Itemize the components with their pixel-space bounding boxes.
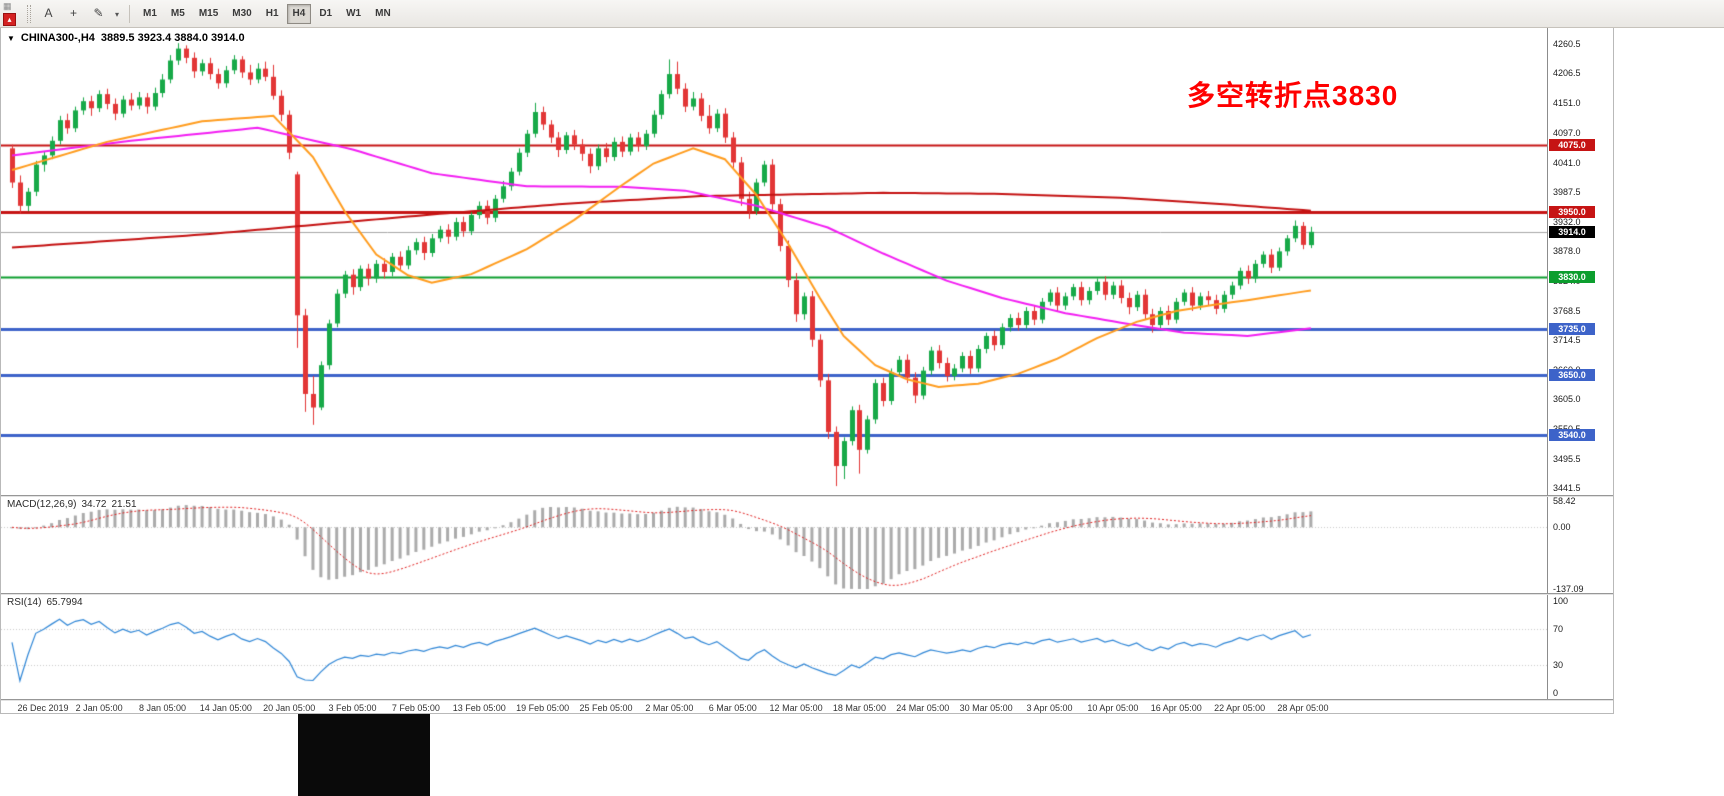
time-axis-label: 16 Apr 05:00 [1150, 703, 1202, 713]
draw-dropdown-caret[interactable]: ▾ [114, 9, 119, 19]
pane-divider-timeaxis [1, 699, 1613, 701]
hline-price-tag: 3830.0 [1549, 271, 1595, 284]
hline-price-tag: 4075.0 [1549, 138, 1595, 151]
bottom-black-panel [298, 714, 430, 796]
toolbar-drag-handle[interactable] [27, 4, 31, 23]
hline-price-tag: 3950.0 [1549, 206, 1595, 219]
window-grid-icon[interactable]: ▦ [3, 1, 12, 11]
current-price-tag: 3914.0 [1549, 225, 1595, 238]
macd-axis-label: 0.00 [1553, 522, 1571, 533]
macd-pane-canvas[interactable] [1, 497, 1547, 593]
text-tool-button[interactable]: A [44, 5, 53, 20]
hline-price-tag: 3650.0 [1549, 368, 1595, 381]
pane-divider-macd[interactable] [1, 495, 1613, 497]
hline-price-tag: 3735.0 [1549, 322, 1595, 335]
time-axis-label: 13 Feb 05:00 [452, 703, 506, 713]
price-axis-label: 3932.0 [1553, 217, 1581, 228]
toolbar-tools-group: A + ✎ ▾ [36, 3, 123, 25]
price-axis-label: 3495.5 [1553, 453, 1581, 464]
time-axis-label: 22 Apr 05:00 [1214, 703, 1266, 713]
time-axis-label: 7 Feb 05:00 [391, 703, 440, 713]
ohlc-values-label: 3889.5 3923.4 3884.0 3914.0 [100, 32, 245, 44]
chart-window: ▼ CHINA300-,H4 3889.5 3923.4 3884.0 3914… [0, 28, 1614, 714]
price-axis-label: 3441.5 [1553, 483, 1581, 493]
time-axis-label: 2 Mar 05:00 [645, 703, 694, 713]
time-axis-label: 28 Apr 05:00 [1277, 703, 1329, 713]
time-axis-label: 20 Jan 05:00 [263, 703, 316, 713]
price-axis-label: 4260.5 [1553, 39, 1581, 49]
time-axis-label: 24 Mar 05:00 [896, 703, 950, 713]
time-axis-label: 2 Jan 05:00 [75, 703, 123, 713]
timeframe-button-h1[interactable]: H1 [265, 8, 279, 19]
time-axis-label: 25 Feb 05:00 [579, 703, 633, 713]
chart-window-icon[interactable]: ▴ [3, 13, 16, 26]
time-axis-label: 3 Feb 05:00 [328, 703, 377, 713]
price-chart-canvas[interactable] [1, 28, 1547, 495]
rsi-axis-label: 0 [1553, 688, 1559, 698]
macd-main-value: 34.72 [81, 499, 107, 510]
rsi-axis[interactable]: 100 70 30 0 [1547, 595, 1613, 699]
macd-header: MACD(12,26,9) 34.72 21.51 [7, 499, 137, 510]
rsi-value: 65.7994 [46, 597, 83, 608]
symbol-timeframe-label: CHINA300-,H4 [20, 32, 95, 44]
price-axis-label: 3987.5 [1553, 187, 1581, 197]
timeframe-button-m1[interactable]: M1 [143, 8, 157, 19]
rsi-axis-label: 30 [1553, 660, 1564, 671]
time-axis-label: 6 Mar 05:00 [708, 703, 757, 713]
time-axis-label: 18 Mar 05:00 [832, 703, 886, 713]
time-axis-label: 26 Dec 2019 [17, 703, 69, 713]
macd-params-label: MACD(12,26,9) [7, 499, 77, 510]
price-axis-label: 3605.0 [1553, 394, 1581, 405]
timeframe-button-m5[interactable]: M5 [170, 8, 185, 19]
time-axis-label: 8 Jan 05:00 [138, 703, 186, 713]
crosshair-tool-button[interactable]: + [69, 5, 77, 20]
chart-header: ▼ CHINA300-,H4 3889.5 3923.4 3884.0 3914… [7, 32, 245, 44]
rsi-axis-label: 100 [1553, 596, 1569, 606]
timeframe-button-d1[interactable]: D1 [319, 8, 333, 19]
macd-axis-label: -137.09 [1553, 584, 1584, 594]
time-axis[interactable]: 26 Dec 2019 2 Jan 05:00 8 Jan 05:00 14 Jan … [1, 701, 1547, 713]
time-axis-label: 3 Apr 05:00 [1026, 703, 1073, 713]
price-axis-label: 4041.0 [1553, 157, 1581, 168]
chevron-down-icon[interactable]: ▼ [7, 33, 15, 43]
time-axis-label: 19 Feb 05:00 [516, 703, 570, 713]
time-axis-label: 14 Jan 05:00 [199, 703, 252, 713]
rsi-pane-canvas[interactable] [1, 595, 1547, 699]
toolbar-separator [129, 4, 130, 23]
rsi-params-label: RSI(14) [7, 597, 42, 608]
timeframe-button-mn[interactable]: MN [375, 8, 391, 19]
price-axis-label: 3878.0 [1553, 246, 1581, 257]
top-toolbar: ▦ ▴ A + ✎ ▾ M1 M5 M15 M30 H1 H4 D1 W1 MN [0, 0, 1724, 28]
time-axis-label: 30 Mar 05:00 [959, 703, 1013, 713]
macd-axis-label: 58.42 [1553, 496, 1576, 506]
price-axis-label: 3768.5 [1553, 305, 1581, 316]
macd-axis[interactable]: 58.42 0.00 -137.09 [1547, 496, 1613, 594]
time-axis-label: 12 Mar 05:00 [769, 703, 823, 713]
timeframe-button-m15[interactable]: M15 [198, 8, 219, 19]
macd-signal-value: 21.51 [111, 499, 137, 510]
timeframe-button-group: M1 M5 M15 M30 H1 H4 D1 W1 MN [136, 3, 398, 24]
price-axis[interactable]: 4260.5 4206.5 4151.0 4097.0 4041.0 3987.5 3932… [1547, 28, 1613, 495]
timeframe-button-m30[interactable]: M30 [232, 8, 252, 19]
rsi-axis-label: 70 [1553, 623, 1564, 634]
draw-pencil-button[interactable]: ✎ [93, 5, 104, 20]
timeframe-button-h4[interactable]: H4 [286, 3, 312, 24]
pane-divider-rsi[interactable] [1, 593, 1613, 595]
price-axis-label: 4151.0 [1553, 98, 1581, 109]
timeframe-button-w1[interactable]: W1 [346, 8, 362, 19]
price-axis-label: 4097.0 [1553, 127, 1581, 138]
price-axis-label: 4206.5 [1553, 68, 1581, 79]
price-axis-label: 3714.5 [1553, 335, 1581, 345]
annotation-text[interactable]: 多空转折点3830 [1187, 80, 1399, 111]
time-axis-label: 10 Apr 05:00 [1087, 703, 1139, 713]
hline-price-tag: 3540.0 [1549, 428, 1595, 441]
rsi-header: RSI(14) 65.7994 [7, 597, 83, 608]
